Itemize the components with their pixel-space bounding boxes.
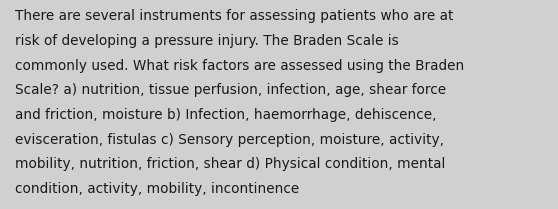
Text: Scale? a) nutrition, tissue perfusion, infection, age, shear force: Scale? a) nutrition, tissue perfusion, i…	[15, 83, 446, 97]
Text: There are several instruments for assessing patients who are at: There are several instruments for assess…	[15, 9, 454, 23]
Text: condition, activity, mobility, incontinence: condition, activity, mobility, incontine…	[15, 182, 299, 196]
Text: mobility, nutrition, friction, shear d) Physical condition, mental: mobility, nutrition, friction, shear d) …	[15, 157, 445, 171]
Text: evisceration, fistulas c) Sensory perception, moisture, activity,: evisceration, fistulas c) Sensory percep…	[15, 133, 444, 147]
Text: and friction, moisture b) Infection, haemorrhage, dehiscence,: and friction, moisture b) Infection, hae…	[15, 108, 436, 122]
Text: risk of developing a pressure injury. The Braden Scale is: risk of developing a pressure injury. Th…	[15, 34, 399, 48]
Text: commonly used. What risk factors are assessed using the Braden: commonly used. What risk factors are ass…	[15, 59, 464, 73]
